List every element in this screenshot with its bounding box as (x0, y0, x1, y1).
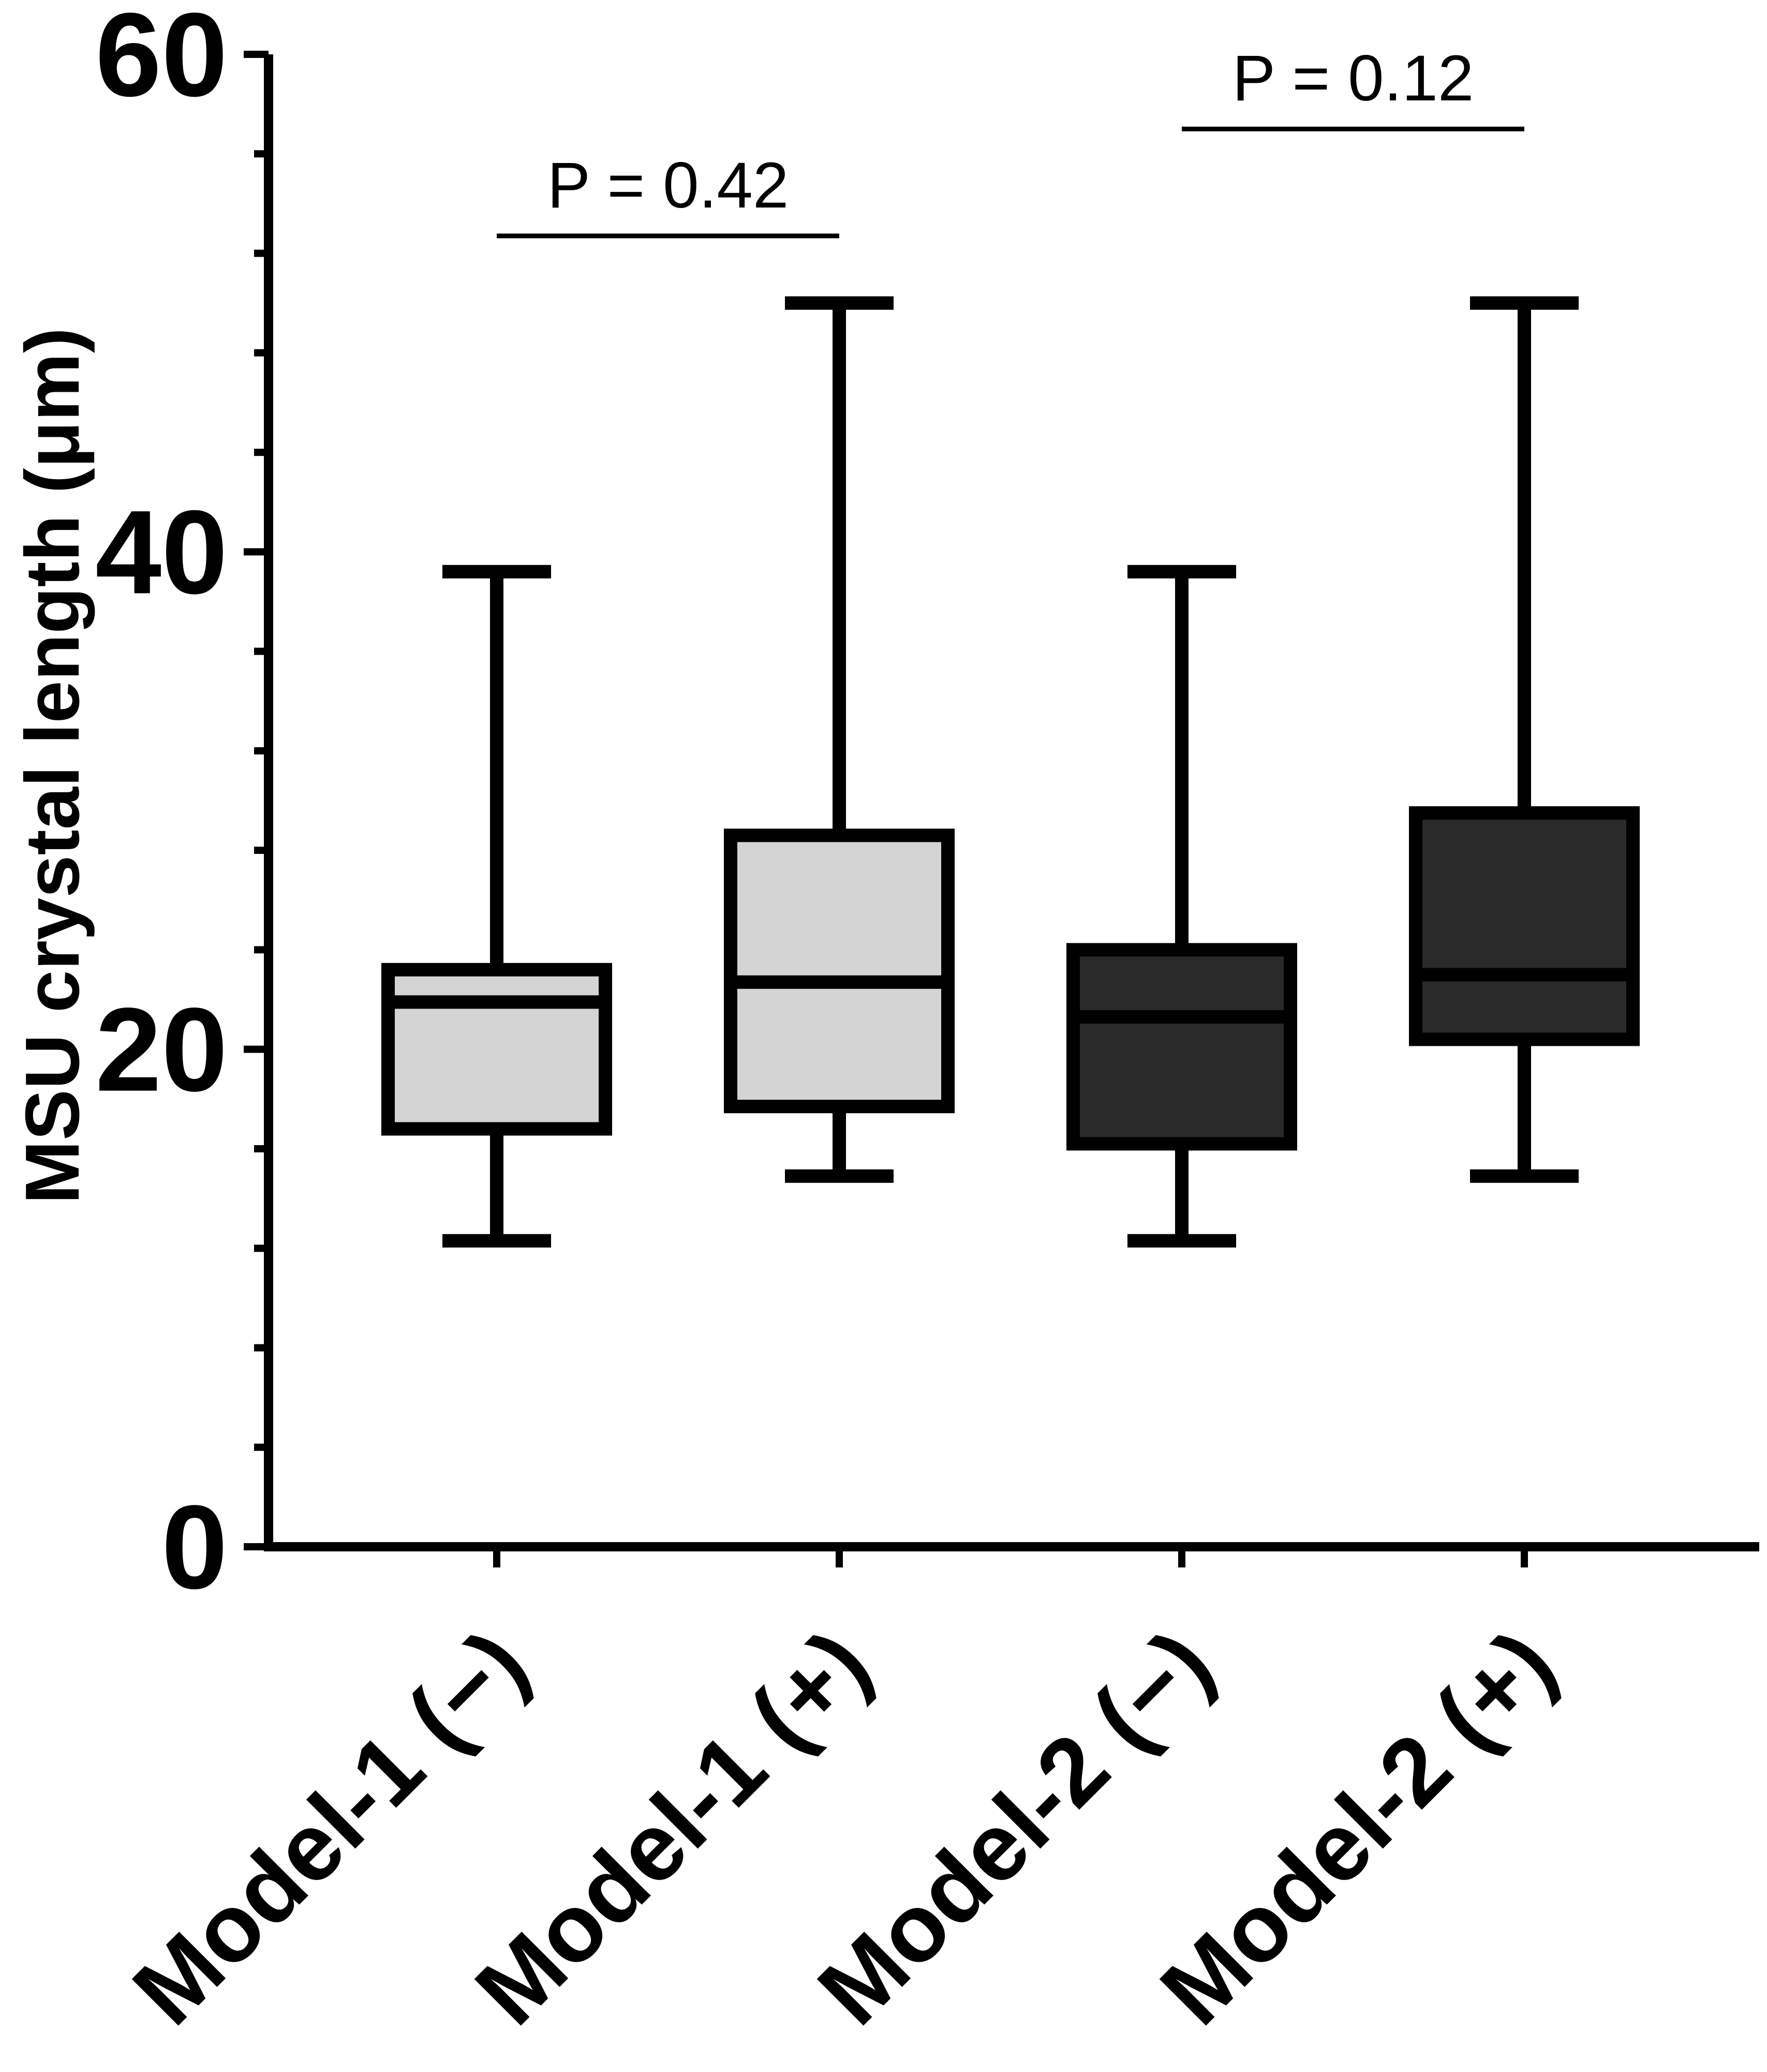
box-group (1066, 565, 1297, 1248)
box-iqr (724, 828, 955, 1114)
box-group (381, 565, 612, 1248)
box-iqr (1409, 806, 1640, 1046)
y-tick-label: 0 (161, 1481, 228, 1614)
p-value-label: P = 0.12 (1233, 42, 1474, 114)
x-axis-ticks: Model-1 (−)Model-1 (+)Model-2 (−)Model-2… (113, 1547, 1575, 2045)
y-tick-label: 20 (95, 983, 228, 1116)
box-group (724, 296, 955, 1183)
y-axis-ticks: 0 20 40 60 (95, 0, 269, 1614)
box-iqr (381, 963, 612, 1136)
y-tick-label: 40 (95, 485, 228, 618)
box-group (1409, 296, 1640, 1183)
y-axis-title: MSU crystal length (μm) (10, 328, 95, 1204)
p-value-label: P = 0.42 (547, 150, 789, 221)
y-tick-label: 60 (95, 0, 228, 121)
axes (264, 54, 1759, 1551)
box-iqr (1066, 943, 1297, 1151)
box-series (381, 296, 1640, 1248)
significance-annotations: P = 0.42 P = 0.12 (497, 42, 1524, 239)
